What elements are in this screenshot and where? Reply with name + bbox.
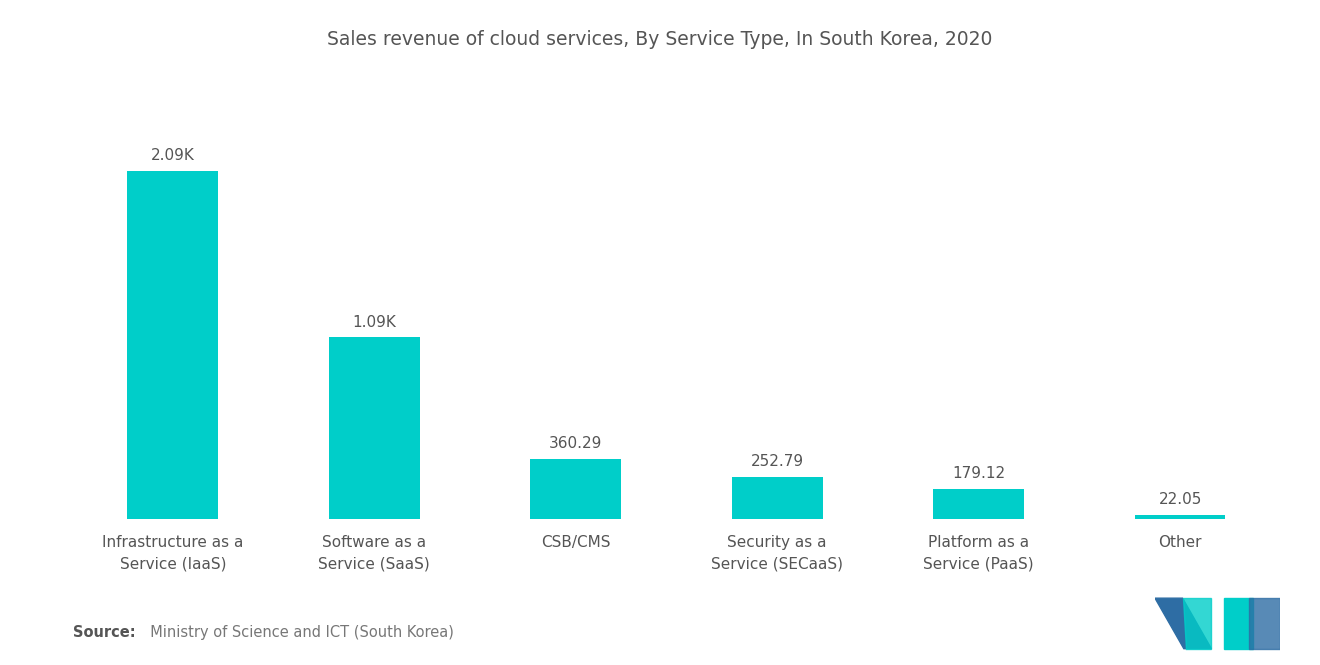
Text: Source:: Source: [73, 624, 135, 640]
Polygon shape [1183, 598, 1212, 649]
Text: 360.29: 360.29 [549, 436, 602, 451]
Text: 252.79: 252.79 [751, 454, 804, 469]
Text: 1.09K: 1.09K [352, 315, 396, 330]
Polygon shape [1155, 598, 1212, 649]
Bar [128, 171, 218, 519]
Polygon shape [1224, 598, 1253, 649]
Text: 2.09K: 2.09K [150, 148, 195, 164]
Bar [329, 338, 420, 519]
Text: Sales revenue of cloud services, By Service Type, In South Korea, 2020: Sales revenue of cloud services, By Serv… [327, 30, 993, 49]
Bar [531, 459, 622, 519]
Bar [731, 477, 822, 519]
Text: Ministry of Science and ICT (South Korea): Ministry of Science and ICT (South Korea… [141, 624, 454, 640]
Text: 179.12: 179.12 [952, 466, 1006, 481]
Bar [1135, 515, 1225, 519]
Polygon shape [1249, 598, 1280, 649]
Bar [933, 489, 1024, 519]
Text: 22.05: 22.05 [1159, 492, 1201, 507]
